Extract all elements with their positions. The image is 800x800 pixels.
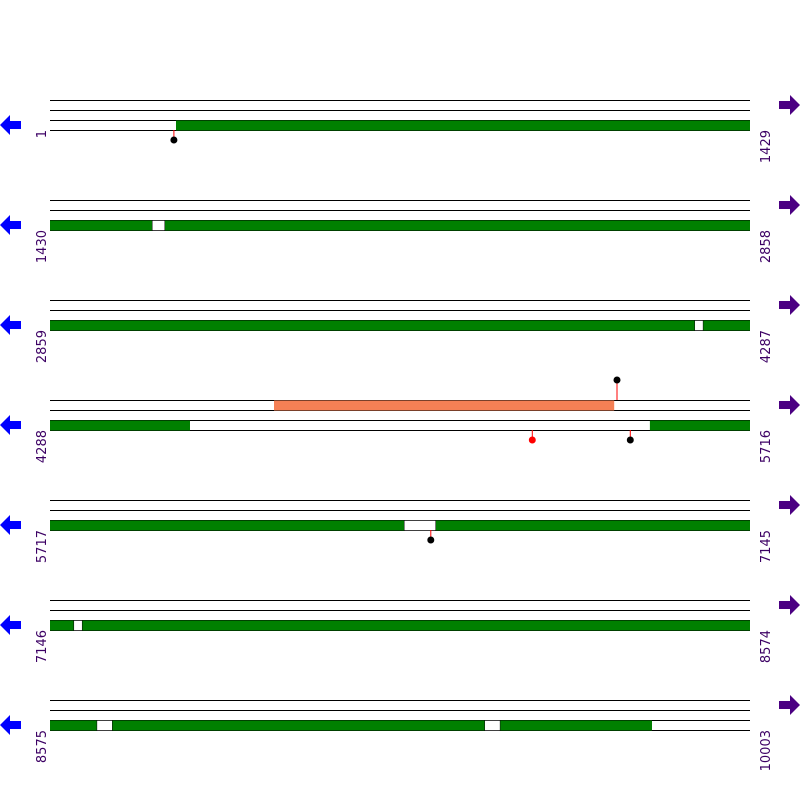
- row-start-label: 1: [35, 130, 50, 138]
- feature-band: [50, 720, 652, 731]
- right-arrow-shape: [779, 695, 800, 715]
- feature-band: [50, 420, 190, 431]
- sequence-row: 1430 2858: [0, 195, 800, 263]
- sequence-row: 4288 5716: [0, 376, 800, 463]
- sequence-row: 8575 10003: [0, 695, 800, 771]
- right-arrow-icon[interactable]: [779, 295, 800, 315]
- feature-gap: [694, 320, 704, 331]
- right-arrow-icon[interactable]: [779, 195, 800, 215]
- row-start-label: 5717: [35, 530, 50, 563]
- row-end-label: 10003: [759, 730, 774, 771]
- row-start-label: 2859: [35, 330, 50, 363]
- left-arrow-icon[interactable]: [0, 615, 21, 635]
- right-arrow-shape: [779, 495, 800, 515]
- left-arrow-icon[interactable]: [0, 715, 21, 735]
- right-arrow-icon[interactable]: [779, 695, 800, 715]
- sequence-row: 5717 7145: [0, 495, 800, 563]
- row-end-label: 8574: [759, 630, 774, 663]
- left-arrow-shape: [0, 515, 21, 535]
- right-arrow-shape: [779, 95, 800, 115]
- sequence-row: 1 1429: [0, 95, 800, 163]
- pin-marker: [170, 136, 178, 144]
- right-arrow-shape: [779, 395, 800, 415]
- feature-gap: [96, 720, 113, 731]
- feature-band: [50, 520, 750, 531]
- left-arrow-icon[interactable]: [0, 215, 21, 235]
- right-arrow-shape: [779, 595, 800, 615]
- row-end-label: 2858: [759, 230, 774, 263]
- feature-band: [50, 620, 750, 631]
- row-end-label: 1429: [759, 130, 774, 163]
- right-arrow-icon[interactable]: [779, 595, 800, 615]
- feature-band: [649, 420, 750, 431]
- pin-marker: [613, 376, 621, 384]
- right-arrow-icon[interactable]: [779, 395, 800, 415]
- pin-marker: [626, 436, 634, 444]
- feature-band: [50, 220, 750, 231]
- left-arrow-shape: [0, 315, 21, 335]
- feature-gap: [403, 520, 436, 531]
- left-arrow-shape: [0, 215, 21, 235]
- feature-gap: [484, 720, 501, 731]
- left-arrow-shape: [0, 715, 21, 735]
- right-arrow-shape: [779, 195, 800, 215]
- feature-band: [50, 320, 750, 331]
- feature-gap: [73, 620, 83, 631]
- feature-band: [176, 120, 750, 131]
- sequence-row: 2859 4287: [0, 295, 800, 363]
- sequence-row: 7146 8574: [0, 595, 800, 663]
- feature-gap: [151, 220, 166, 231]
- left-arrow-shape: [0, 415, 21, 435]
- feature-band: [274, 400, 615, 411]
- right-arrow-icon[interactable]: [779, 495, 800, 515]
- pin-marker: [427, 536, 435, 544]
- left-arrow-icon[interactable]: [0, 315, 21, 335]
- row-end-label: 7145: [759, 530, 774, 563]
- left-arrow-icon[interactable]: [0, 515, 21, 535]
- row-start-label: 7146: [35, 630, 50, 663]
- left-arrow-icon[interactable]: [0, 115, 21, 135]
- left-arrow-shape: [0, 115, 21, 135]
- right-arrow-shape: [779, 295, 800, 315]
- left-arrow-icon[interactable]: [0, 415, 21, 435]
- right-arrow-icon[interactable]: [779, 95, 800, 115]
- row-end-label: 4287: [759, 330, 774, 363]
- row-start-label: 1430: [35, 230, 50, 263]
- row-start-label: 4288: [35, 430, 50, 463]
- row-end-label: 5716: [759, 430, 774, 463]
- left-arrow-shape: [0, 615, 21, 635]
- pin-marker: [528, 436, 536, 444]
- row-start-label: 8575: [35, 730, 50, 763]
